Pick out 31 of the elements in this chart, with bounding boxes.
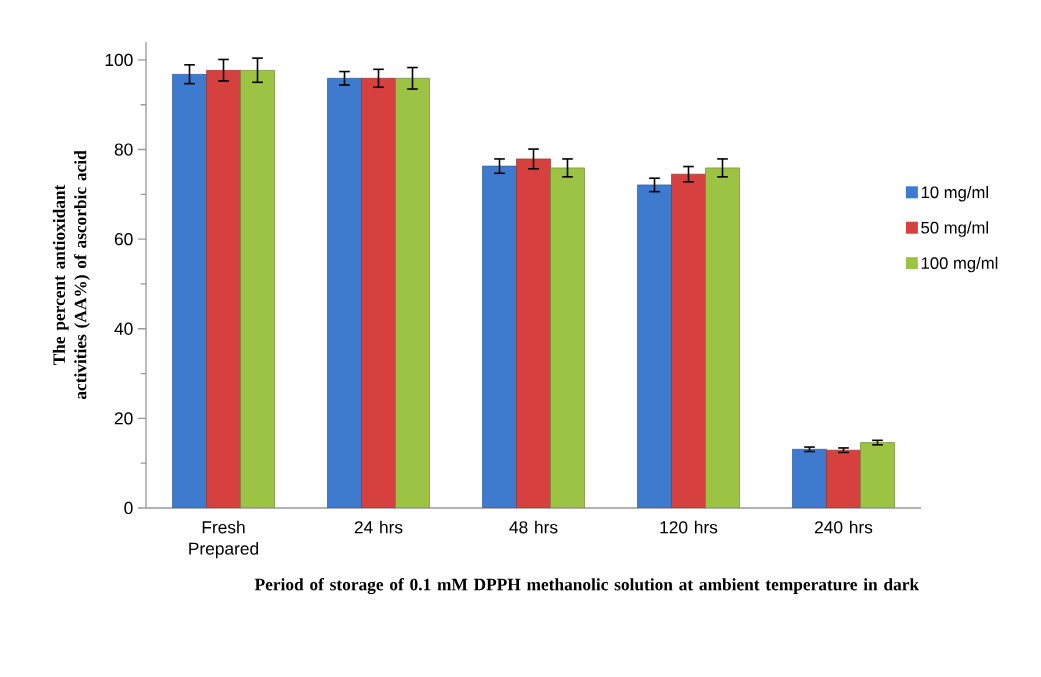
bar (327, 77, 362, 508)
bar (826, 449, 861, 508)
x-tick-label: 24 hrs (354, 520, 403, 534)
legend-label: 10 mg/ml (921, 185, 988, 202)
bar (395, 77, 430, 508)
x-tick-label: 120 hrs (660, 520, 718, 534)
bar (516, 158, 551, 508)
x-tick-label: Fresh Prepared (189, 520, 259, 559)
x-tick-label: 240 hrs (814, 520, 873, 534)
x-tick-label: 48 hrs (509, 520, 558, 534)
bar (705, 167, 740, 508)
x-axis-title: Period of storage of 0.1 mM DPPH methanolic solution at ambient temperature in dark (254, 578, 920, 595)
legend-label: 50 mg/ml (921, 221, 988, 237)
bar (637, 184, 672, 508)
bar (482, 165, 517, 508)
y-tick-label: 100 (105, 53, 133, 67)
bar (206, 69, 241, 508)
bar (361, 77, 396, 508)
legend-label: 100 mg/ml (921, 256, 998, 273)
bar (550, 167, 585, 508)
y-tick-label: 60 (114, 233, 133, 246)
y-tick-label: 40 (114, 322, 133, 335)
bar (860, 442, 895, 508)
y-tick-label: 20 (114, 412, 133, 425)
bar (671, 173, 706, 508)
bar (792, 448, 827, 508)
y-tick-label: 0 (124, 501, 133, 515)
bar (172, 73, 207, 508)
y-axis-title: The percent antioxidant activities (AA%) of ascorbic acid (52, 150, 90, 400)
bar (240, 69, 275, 508)
y-tick-label: 80 (114, 143, 133, 156)
